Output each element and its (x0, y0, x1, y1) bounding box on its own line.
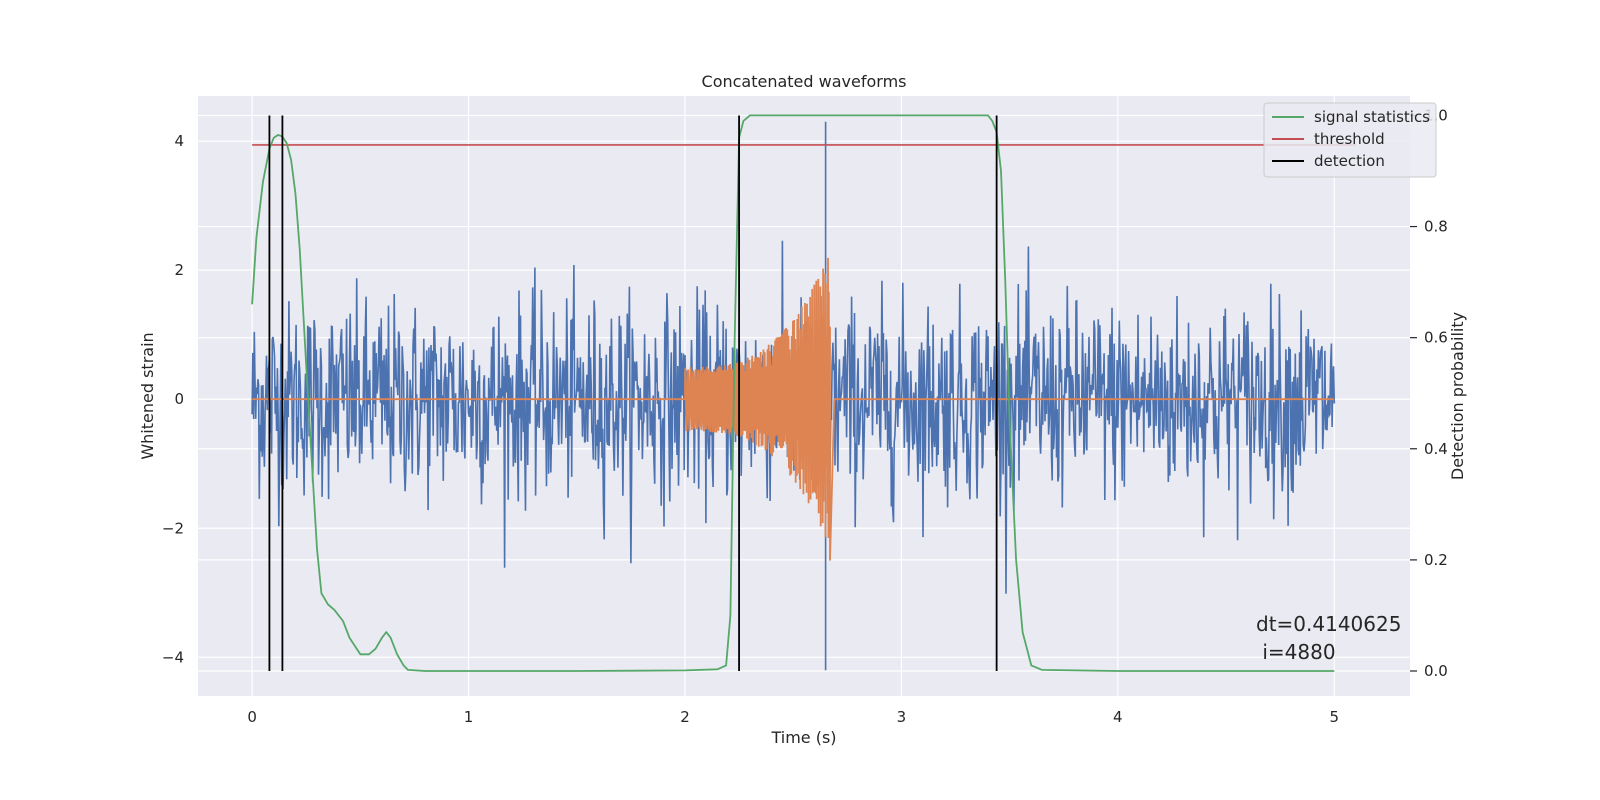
legend-box (1263, 102, 1437, 178)
x-tick-label: 4 (1113, 708, 1123, 726)
y-tick-label-right: 0.2 (1424, 551, 1448, 569)
x-tick-label: 1 (464, 708, 474, 726)
y-tick-label-left: 2 (174, 261, 184, 279)
legend-entry: detection (1314, 152, 1385, 170)
x-tick-label: 0 (247, 708, 257, 726)
x-tick-label: 2 (680, 708, 690, 726)
y-tick-label-left: −2 (162, 519, 184, 537)
statistics-series (251, 114, 1335, 672)
y-tick-label-right: 0.0 (1424, 662, 1448, 680)
y-axis-label-right: Detection probability (1448, 312, 1467, 480)
template-series (252, 257, 1335, 561)
grid (198, 96, 1410, 696)
annotation-dt: dt=0.4140625 (1256, 612, 1401, 636)
y-tick-label-left: −4 (162, 648, 184, 666)
annotation-i: i=4880 (1256, 640, 1336, 664)
y-tick-label-left: 0 (174, 390, 184, 408)
y-tick-label-left: 4 (174, 132, 184, 150)
x-tick-label: 3 (897, 708, 907, 726)
y-tick-label-right: 0.8 (1424, 218, 1448, 236)
data-layer (251, 114, 1356, 672)
legend-entry: signal statistics (1314, 108, 1430, 126)
x-axis-label: Time (s) (770, 728, 836, 747)
y-tick-label-right: 0.6 (1424, 329, 1448, 347)
y-tick-label-right: 0.4 (1424, 440, 1448, 458)
x-tick-label: 5 (1329, 708, 1339, 726)
y-axis-label-left: Whitened strain (138, 332, 157, 459)
legend: signal statistics threshold detection (1263, 102, 1437, 178)
chart-title: Concatenated waveforms (702, 72, 907, 91)
legend-entry: threshold (1314, 130, 1385, 148)
